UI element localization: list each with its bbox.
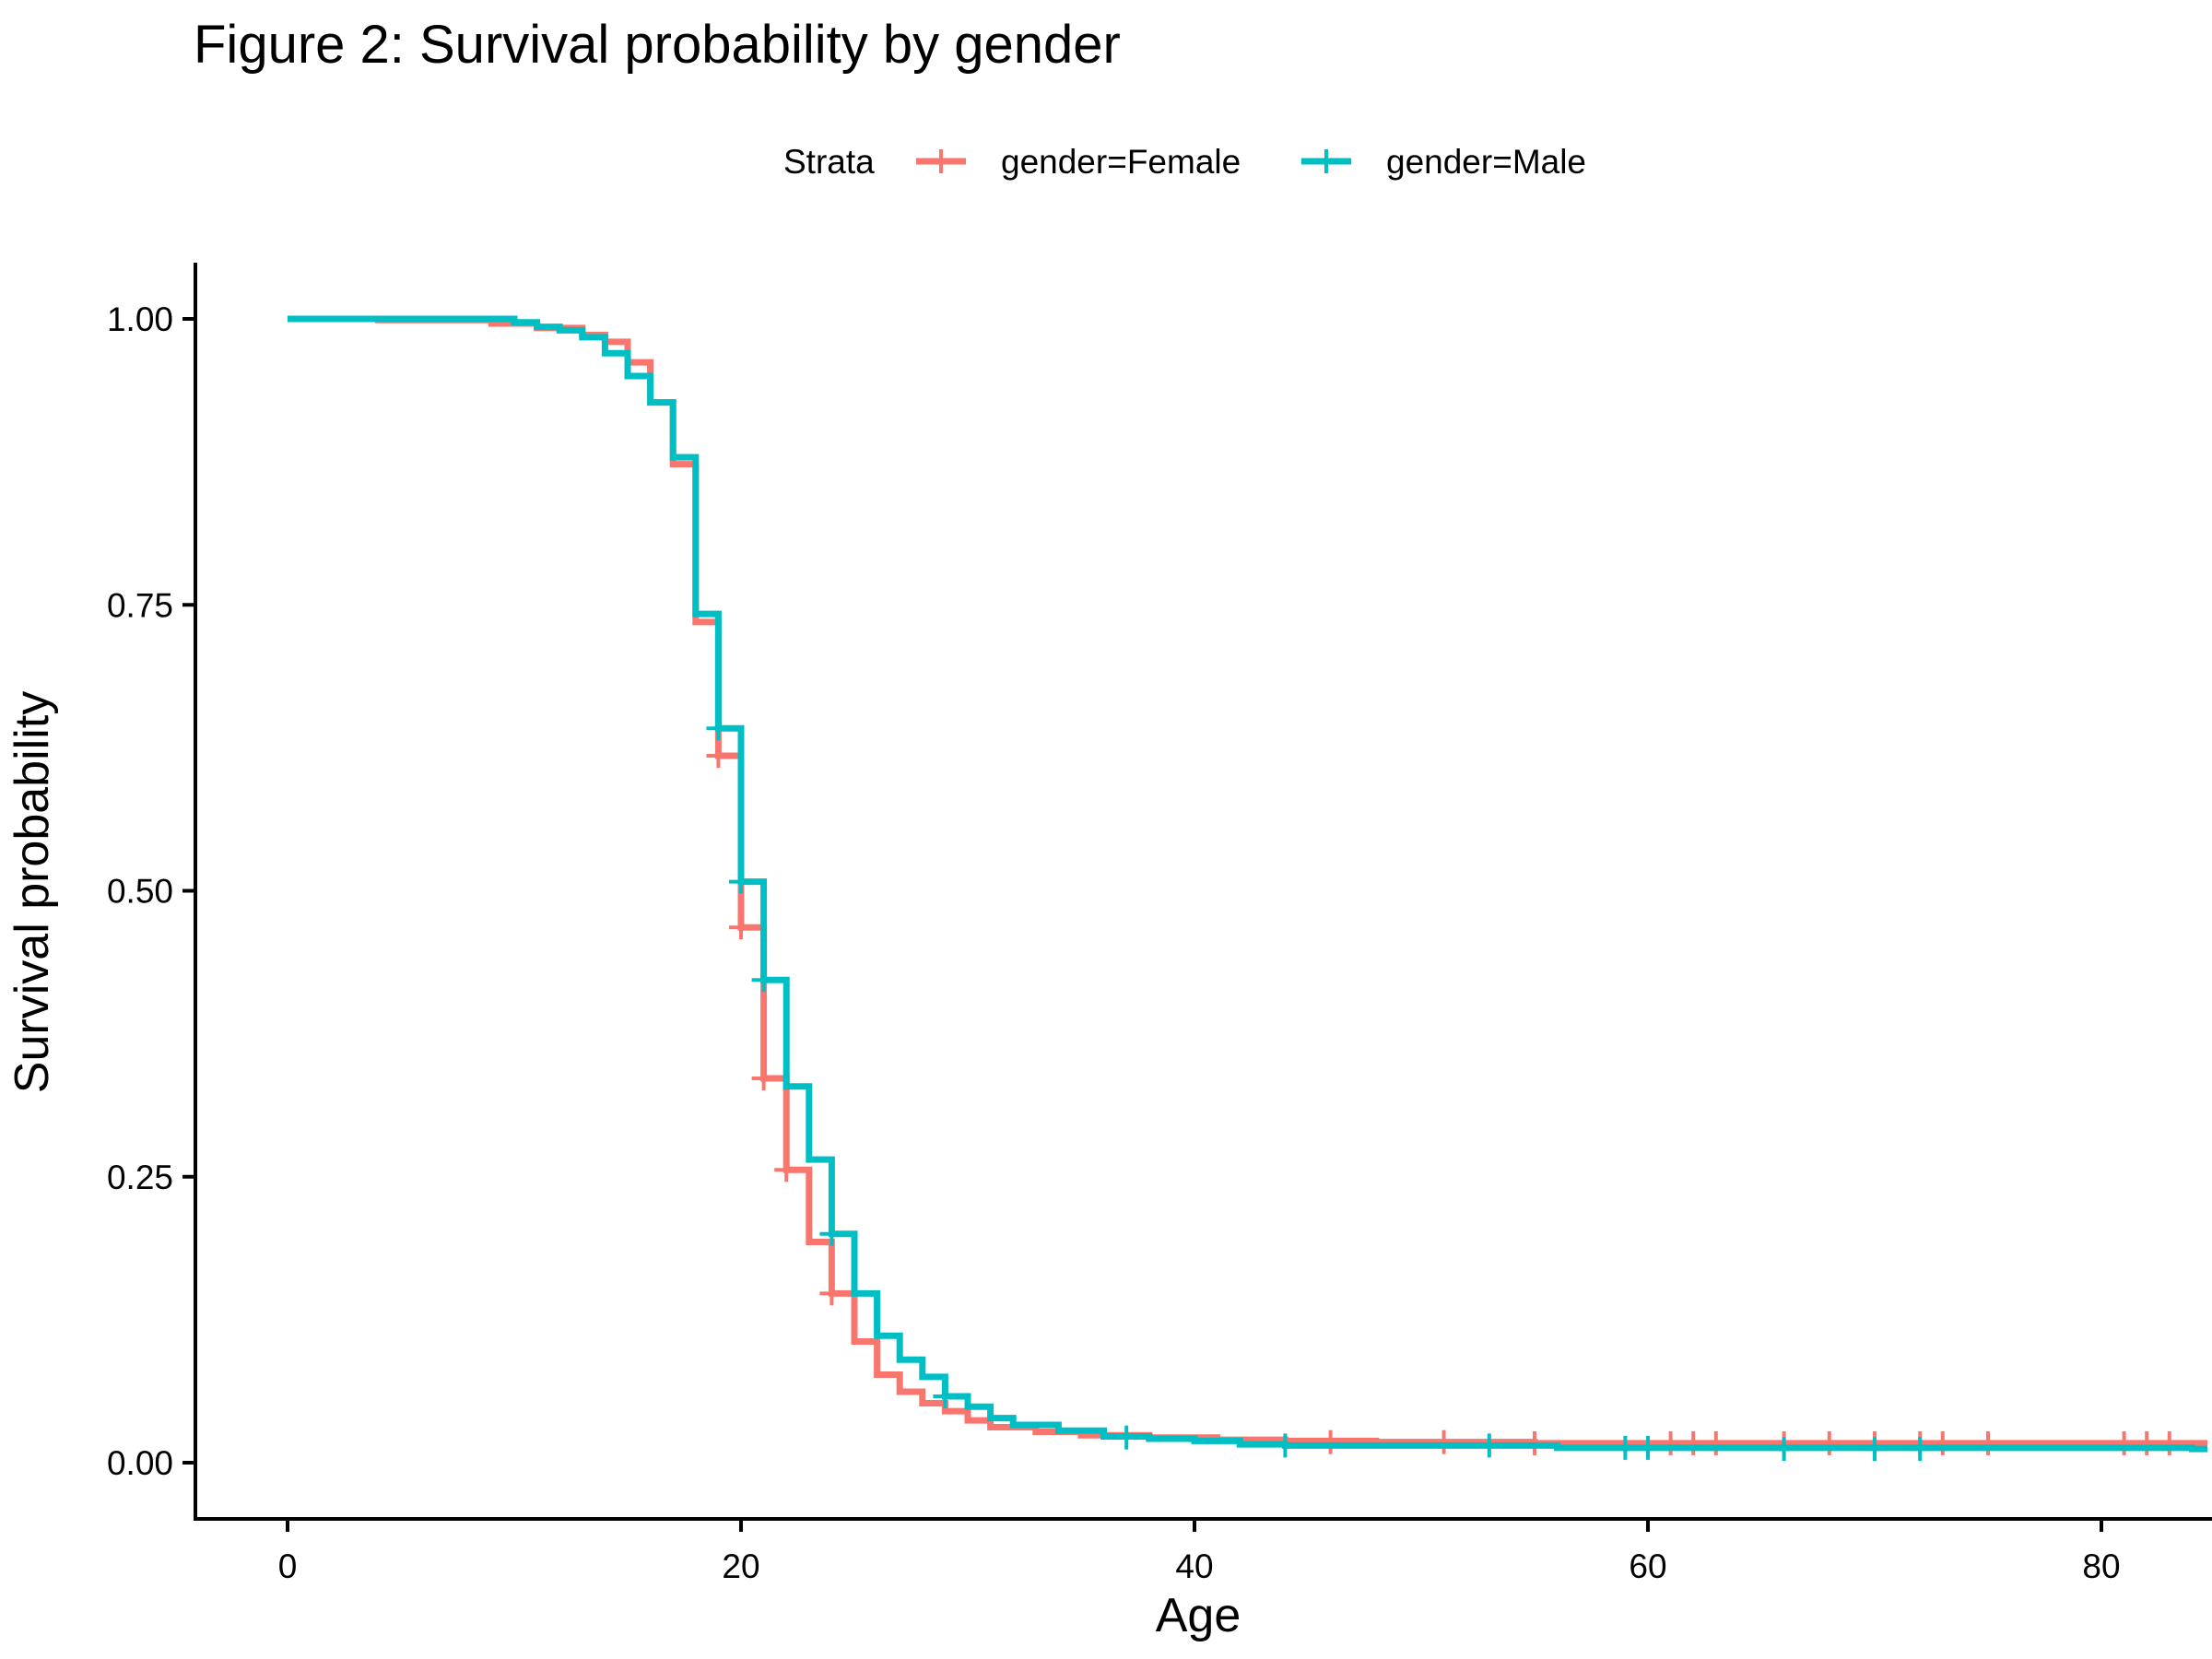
legend: Strata gender=Female gender=Male: [783, 143, 1586, 181]
legend-label-gender-male: gender=Male: [1386, 143, 1586, 181]
y-tick-label: 0.00: [107, 1444, 173, 1482]
legend-label-gender-female: gender=Female: [1001, 143, 1241, 181]
censor-mark-gender-male: [751, 968, 776, 993]
censor-mark-gender-female: [1658, 1430, 1683, 1455]
chart-title: Figure 2: Survival probability by gender: [194, 15, 1121, 75]
censor-mark-gender-female: [1703, 1430, 1728, 1455]
censor-mark-gender-male: [729, 869, 753, 894]
y-tick-label: 1.00: [107, 300, 173, 338]
legend-key-gender-female: [916, 149, 966, 173]
censor-mark-gender-male: [1636, 1435, 1660, 1460]
censor-mark-gender-female: [2135, 1430, 2159, 1455]
censor-mark-gender-female: [1930, 1430, 1955, 1455]
x-tick-label: 40: [1175, 1547, 1213, 1585]
legend-key-gender-male: [1301, 149, 1351, 173]
censor-mark-gender-female: [819, 1281, 844, 1306]
censor-mark-gender-male: [819, 1221, 844, 1246]
censor-mark-gender-female: [706, 744, 731, 769]
y-tick-label: 0.50: [107, 873, 173, 911]
x-tick-label: 80: [2082, 1547, 2120, 1585]
legend-title: Strata: [783, 143, 875, 181]
censor-mark-gender-female: [1976, 1430, 2000, 1455]
censor-mark-gender-male: [1477, 1433, 1501, 1458]
y-tick-label: 0.25: [107, 1159, 173, 1196]
x-tick-label: 0: [278, 1547, 298, 1585]
x-tick-label: 20: [722, 1547, 759, 1585]
censor-mark-gender-male: [1771, 1437, 1796, 1462]
censor-mark-gender-male: [933, 1384, 958, 1409]
censor-mark-gender-female: [729, 915, 753, 940]
x-tick-label: 60: [1629, 1547, 1666, 1585]
series-line-gender-male: [288, 315, 2207, 1453]
plot-area: [288, 315, 2207, 1462]
y-axis-label: Survival probability: [6, 691, 59, 1093]
censor-mark-gender-female: [2157, 1430, 2182, 1455]
censor-mark-gender-male: [1863, 1437, 1887, 1462]
censor-mark-gender-female: [2112, 1430, 2136, 1455]
censor-mark-gender-female: [1318, 1430, 1343, 1454]
x-axis-ticks: 0 20 40 60 80: [278, 1519, 2121, 1585]
y-tick-label: 0.75: [107, 586, 173, 624]
censor-mark-gender-female: [774, 1158, 799, 1182]
censor-mark-gender-female: [1681, 1430, 1706, 1455]
censor-mark-gender-male: [1613, 1435, 1638, 1460]
censor-mark-gender-male: [1273, 1433, 1298, 1458]
censor-mark-gender-female: [1431, 1430, 1456, 1454]
censor-mark-gender-male: [706, 716, 731, 741]
censor-mark-gender-male: [1908, 1437, 1933, 1462]
y-axis-ticks: 0.00 0.25 0.50 0.75 1.00: [107, 300, 195, 1482]
x-axis-label: Age: [1156, 1589, 1241, 1642]
censor-mark-gender-female: [751, 1066, 776, 1091]
censor-mark-gender-female: [1817, 1430, 1841, 1455]
censor-mark-gender-male: [1114, 1425, 1139, 1450]
